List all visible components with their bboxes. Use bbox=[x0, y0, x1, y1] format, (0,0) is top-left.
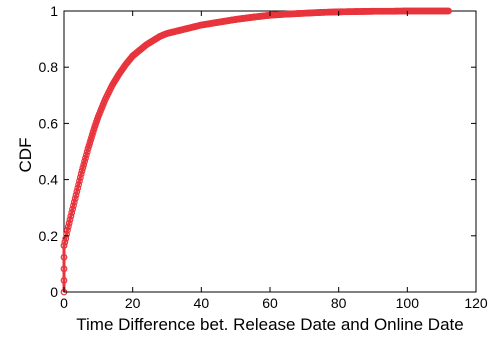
x-tick-label: 120 bbox=[464, 295, 488, 311]
data-point bbox=[65, 219, 73, 227]
data-point bbox=[63, 230, 70, 238]
ticks-layer: 0 20 40 60 80 100 120 0 0.2 0.4 0.6 0.8 1 bbox=[39, 3, 488, 311]
series-layer bbox=[60, 7, 452, 296]
data-point bbox=[66, 216, 74, 224]
x-tick-label: 0 bbox=[60, 295, 68, 311]
data-point bbox=[78, 167, 86, 175]
data-point bbox=[70, 198, 78, 206]
x-tick-label: 40 bbox=[194, 295, 210, 311]
data-point bbox=[82, 151, 90, 159]
data-point bbox=[80, 161, 88, 168]
plot-frame bbox=[63, 10, 477, 293]
data-point bbox=[83, 148, 91, 156]
data-point bbox=[79, 164, 87, 172]
data-point bbox=[69, 205, 76, 213]
data-point bbox=[76, 174, 84, 181]
data-point bbox=[60, 242, 68, 250]
data-point bbox=[71, 195, 79, 202]
data-point bbox=[60, 265, 68, 273]
data-point bbox=[64, 226, 71, 234]
x-tick-label: 100 bbox=[396, 295, 420, 311]
x-tick-label: 60 bbox=[262, 295, 278, 311]
data-point bbox=[72, 191, 80, 199]
data-point bbox=[77, 170, 85, 178]
y-tick-label: 0.6 bbox=[39, 115, 59, 131]
y-tick-label: 0 bbox=[50, 284, 58, 300]
data-point bbox=[64, 223, 72, 231]
data-point bbox=[81, 157, 88, 165]
data-point bbox=[61, 238, 69, 246]
data-point bbox=[445, 7, 452, 15]
y-tick-label: 1 bbox=[50, 3, 58, 19]
data-point bbox=[60, 253, 68, 261]
data-point bbox=[74, 184, 82, 192]
data-point bbox=[68, 209, 76, 217]
x-axis-title: Time Difference bet. Release Date and On… bbox=[76, 315, 463, 334]
y-tick-label: 0.4 bbox=[39, 172, 59, 188]
y-tick-label: 0.2 bbox=[39, 228, 59, 244]
data-point bbox=[60, 277, 68, 284]
data-point bbox=[67, 212, 75, 220]
y-axis-title: CDF bbox=[16, 138, 35, 173]
x-tick-label: 20 bbox=[125, 295, 141, 311]
data-point bbox=[76, 177, 83, 185]
data-point bbox=[73, 188, 81, 195]
data-point bbox=[70, 202, 77, 209]
x-tick-label: 80 bbox=[331, 295, 347, 311]
plot-area bbox=[63, 10, 477, 293]
y-tick-label: 0.8 bbox=[39, 59, 59, 75]
data-point bbox=[82, 154, 89, 162]
data-point bbox=[75, 181, 82, 188]
